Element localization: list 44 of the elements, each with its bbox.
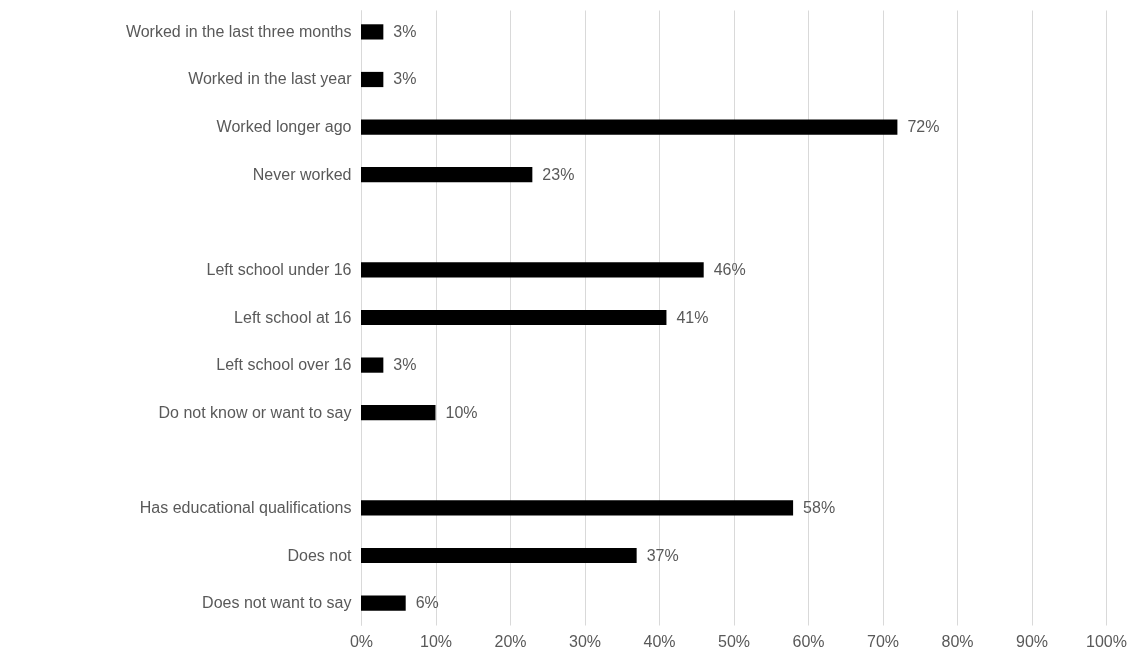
data-label: 58% <box>803 498 836 516</box>
x-tick-label: 80% <box>941 632 974 650</box>
data-label: 41% <box>676 308 709 326</box>
x-tick-label: 0% <box>349 632 374 650</box>
y-tick-label: Worked in the last three months <box>125 22 352 40</box>
x-tick-label: 90% <box>1015 632 1049 650</box>
y-tick-label: Does not <box>287 546 353 564</box>
bar <box>361 167 533 183</box>
bar <box>361 357 384 373</box>
data-label: 3% <box>393 22 417 40</box>
x-tick-label: 20% <box>494 632 527 650</box>
data-label: 46% <box>713 260 746 278</box>
x-tick-label: 100% <box>1086 632 1127 650</box>
bar <box>361 262 704 278</box>
x-tick-label: 10% <box>419 632 453 650</box>
data-label: 3% <box>393 356 417 374</box>
y-tick-label: Left school over 16 <box>216 356 352 374</box>
data-label: 23% <box>542 165 575 183</box>
bar <box>361 24 384 40</box>
bar <box>361 119 898 135</box>
bar <box>361 405 436 421</box>
x-tick-label: 60% <box>792 632 825 650</box>
x-tick-label: 50% <box>717 632 751 650</box>
x-tick-label: 30% <box>568 632 602 650</box>
data-label: 3% <box>393 70 417 88</box>
data-label: 72% <box>907 118 940 136</box>
data-label: 10% <box>445 403 478 421</box>
bar <box>361 547 637 564</box>
bar <box>361 595 406 611</box>
y-tick-label: Never worked <box>252 165 352 183</box>
y-tick-label: Do not know or want to say <box>158 403 352 421</box>
bar <box>361 500 794 516</box>
bar <box>361 309 667 326</box>
x-tick-label: 70% <box>866 632 900 650</box>
y-tick-label: Left school at 16 <box>234 308 352 326</box>
y-tick-label: Left school under 16 <box>206 260 352 278</box>
x-tick-label: 40% <box>643 632 676 650</box>
y-tick-label: Worked in the last year <box>188 70 353 88</box>
data-label: 6% <box>415 594 439 612</box>
bar <box>361 71 384 88</box>
y-tick-label: Has educational qualifications <box>139 498 352 516</box>
y-tick-label: Worked longer ago <box>216 118 352 136</box>
data-label: 37% <box>646 546 679 564</box>
y-tick-label: Does not want to say <box>202 594 352 612</box>
